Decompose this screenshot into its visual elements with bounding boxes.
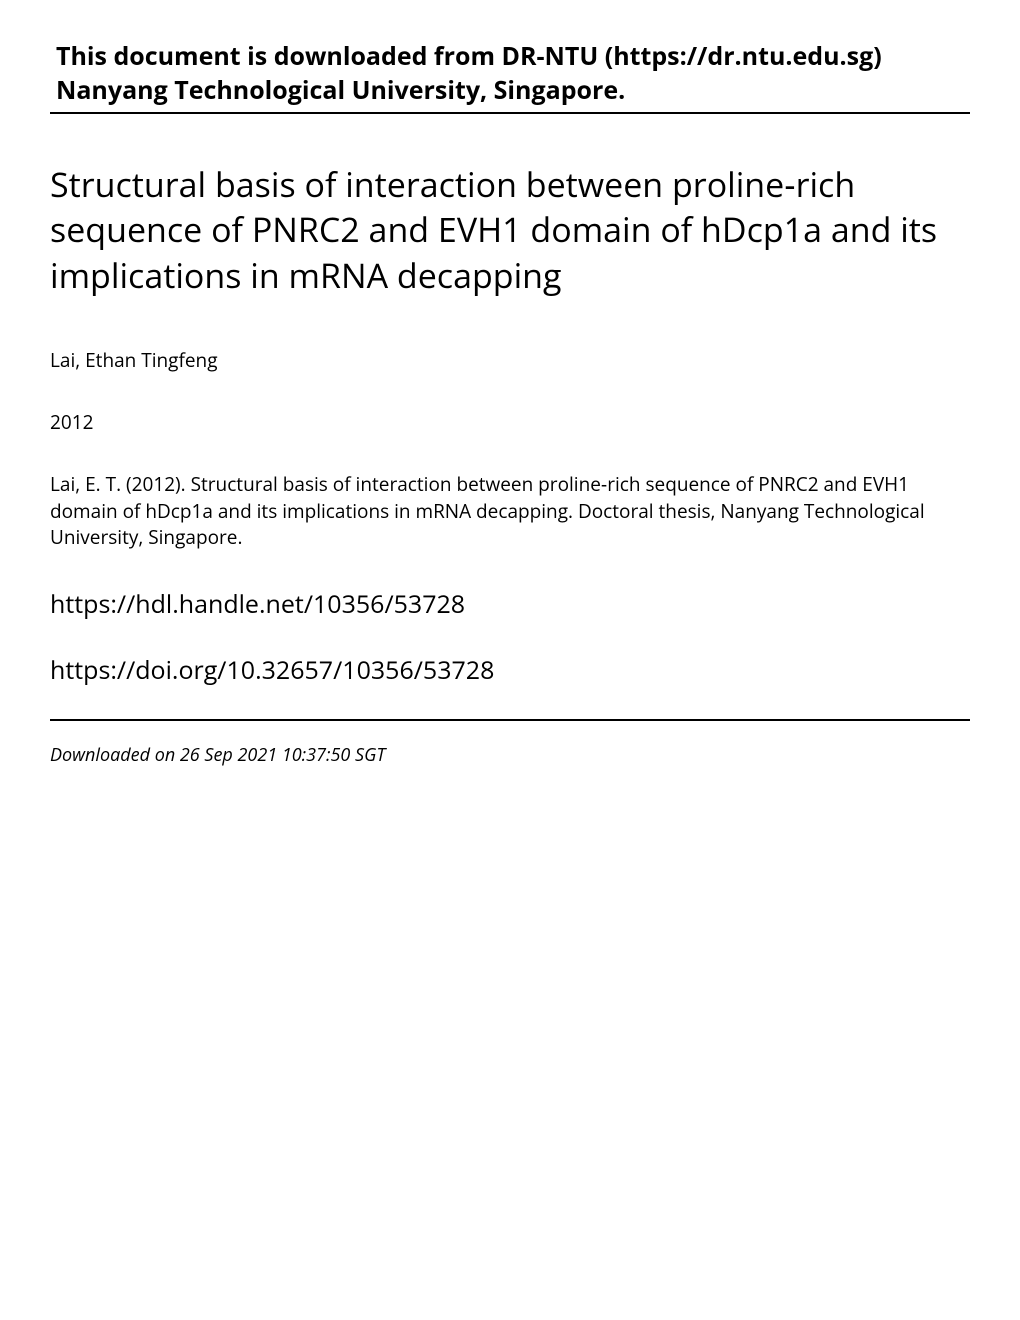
handle-url[interactable]: https://hdl.handle.net/10356/53728 bbox=[50, 587, 970, 621]
document-title: Structural basis of interaction between … bbox=[50, 162, 970, 300]
repository-header: This document is downloaded from DR-NTU … bbox=[50, 40, 970, 114]
section-divider bbox=[50, 719, 970, 721]
citation-text: Lai, E. T. (2012). Structural basis of i… bbox=[50, 471, 930, 551]
header-line-1: This document is downloaded from DR-NTU … bbox=[50, 40, 970, 74]
doi-url[interactable]: https://doi.org/10.32657/10356/53728 bbox=[50, 653, 970, 687]
publication-year: 2012 bbox=[50, 409, 970, 435]
download-timestamp: Downloaded on 26 Sep 2021 10:37:50 SGT bbox=[50, 743, 970, 767]
header-line-2: Nanyang Technological University, Singap… bbox=[50, 74, 970, 108]
author-name: Lai, Ethan Tingfeng bbox=[50, 347, 970, 373]
